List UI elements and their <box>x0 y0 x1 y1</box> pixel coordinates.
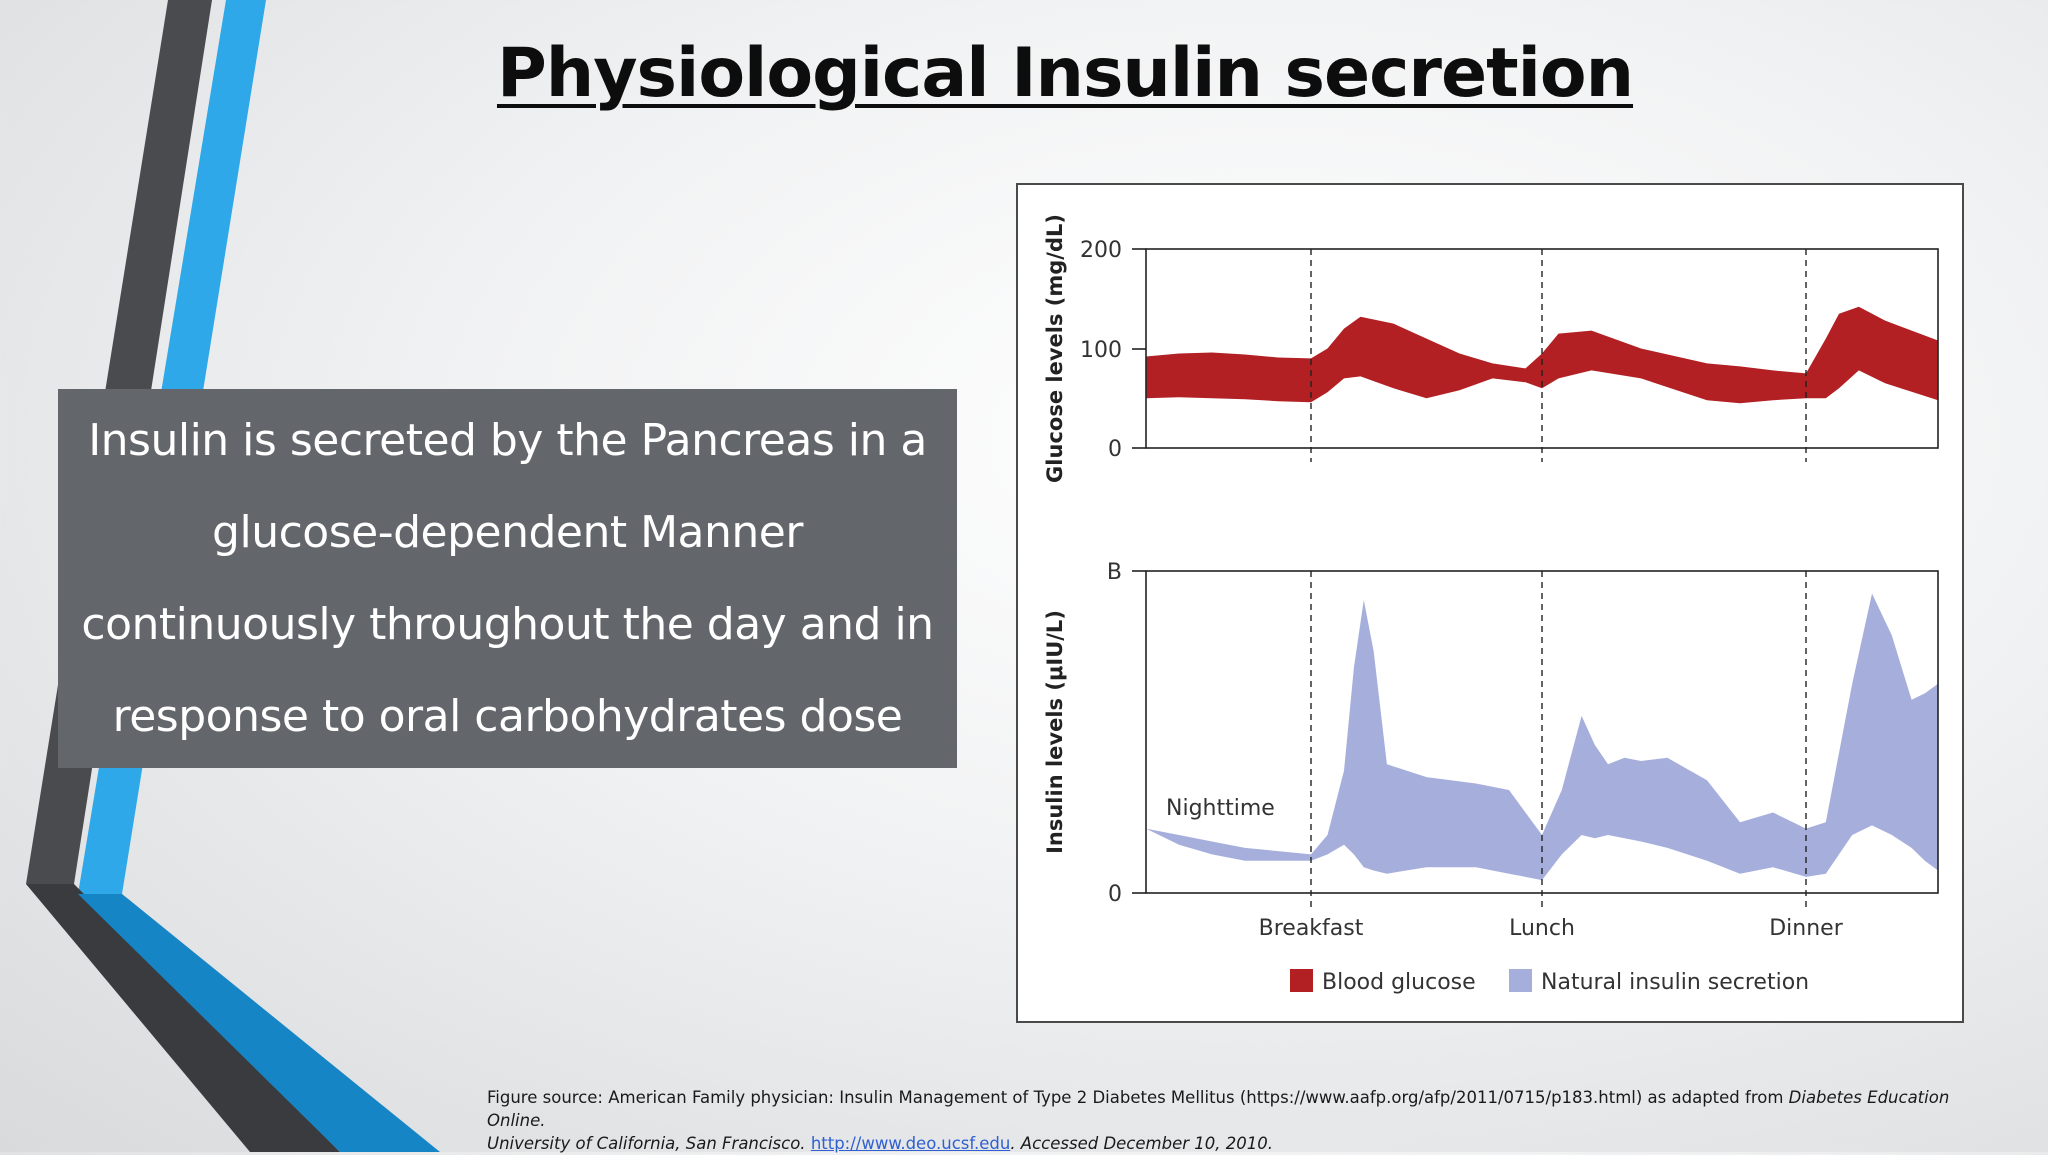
nighttime-annotation: Nighttime <box>1166 796 1275 821</box>
insulin-ytick-label: B <box>1107 560 1122 585</box>
gray-stripe-lower <box>26 884 340 1152</box>
glucose-ytick-label: 0 <box>1108 437 1122 462</box>
glucose-ylabel: Glucose levels (mg/dL) <box>1043 214 1067 483</box>
glucose-ytick-label: 200 <box>1080 238 1122 263</box>
glucose-band-0 <box>1146 306 1938 404</box>
xtick-label-dinner: Dinner <box>1769 916 1843 941</box>
legend-swatch-1 <box>1509 969 1532 992</box>
description-box: Insulin is secreted by the Pancreas in a… <box>58 389 957 768</box>
insulin-band-0 <box>1146 593 1938 881</box>
caption-link[interactable]: http://www.deo.ucsf.edu <box>810 1134 1011 1153</box>
slide-title: Physiological Insulin secretion <box>496 34 1634 113</box>
caption-prefix: Figure source: American Family physician… <box>487 1088 1789 1107</box>
legend-label-1: Natural insulin secretion <box>1541 970 1809 995</box>
glucose-ytick-label: 100 <box>1080 338 1122 363</box>
insulin-ylabel: Insulin levels (μIU/L) <box>1043 610 1067 854</box>
blue-stripe-lower <box>78 894 440 1152</box>
caption-institution: University of California, San Francisco. <box>487 1134 806 1153</box>
figure-frame: 0 100 200 Glucose levels (mg/dL) 0 B Insulin l… <box>1016 183 1964 1023</box>
xtick-label-lunch: Lunch <box>1509 916 1575 941</box>
caption-source-title: Diabetes Education Online. <box>487 1088 1950 1130</box>
legend-label-0: Blood glucose <box>1322 970 1476 995</box>
description-text: Insulin is secreted by the Pancreas in a… <box>81 414 934 742</box>
insulin-glucose-chart: 0 100 200 Glucose levels (mg/dL) 0 B Insulin l… <box>1043 214 1939 995</box>
xtick-label-breakfast: Breakfast <box>1259 916 1364 941</box>
caption-accessed: . Accessed December 10, 2010. <box>1010 1134 1273 1153</box>
insulin-ytick-label: 0 <box>1108 882 1122 907</box>
legend-swatch-0 <box>1290 969 1313 992</box>
figure-caption: Figure source: American Family physician… <box>487 1086 1967 1155</box>
